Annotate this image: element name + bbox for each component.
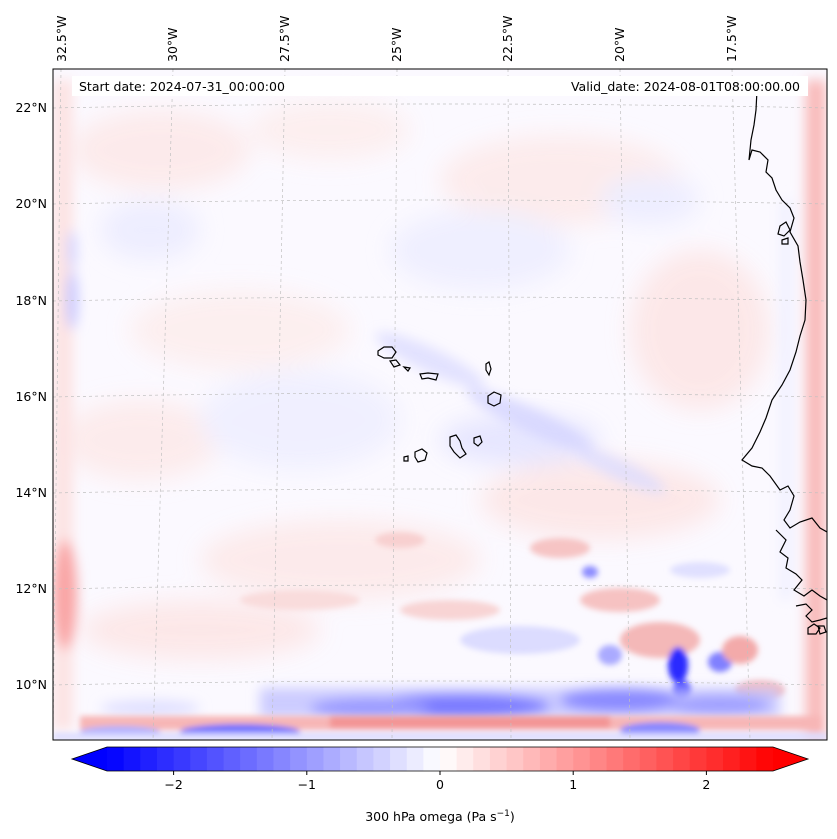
fogo	[414, 448, 428, 463]
map-frame	[52, 68, 828, 741]
lat-label: 20°N	[15, 196, 47, 211]
colorbar-segment	[190, 747, 208, 771]
boa-vista	[487, 391, 502, 407]
colorbar-segment	[689, 747, 707, 771]
colorbar-ticks: −2 −1 0 1 2	[164, 771, 710, 792]
colorbar-segment	[156, 747, 175, 771]
colorbar-segment	[706, 747, 724, 771]
colorbar-tick-label: −1	[298, 777, 316, 792]
colorbar-segment	[623, 747, 641, 771]
colorbar-segment	[523, 747, 541, 771]
colorbar-segment	[739, 747, 757, 771]
colorbar-segment	[323, 747, 341, 771]
lon-label: 32.5°W	[54, 16, 69, 62]
colorbar-segment	[306, 747, 324, 771]
sal	[485, 361, 492, 377]
colorbar-extend-min	[72, 747, 107, 771]
colorbar-segment	[107, 747, 125, 771]
colorbar-segment	[440, 747, 458, 771]
colorbar-segment	[539, 747, 558, 771]
colorbar-segment	[589, 747, 607, 771]
colorbar-segment	[240, 747, 258, 771]
colorbar-segment	[173, 747, 191, 771]
valid-date: Valid_date: 2024-08-01T08:00:00.00	[571, 79, 800, 94]
colorbar-segment	[290, 747, 308, 771]
colorbar-segment	[390, 747, 408, 771]
lat-label: 16°N	[15, 389, 47, 404]
colorbar-segment	[423, 747, 441, 771]
colorbar-segment	[256, 747, 274, 771]
coast-islets	[777, 221, 791, 245]
colorbar-segment	[206, 747, 225, 771]
lon-label: 17.5°W	[724, 16, 739, 62]
colorbar-segment	[723, 747, 741, 771]
sao-vicente	[388, 359, 402, 368]
colorbar-segment	[456, 747, 474, 771]
lat-label: 12°N	[15, 581, 47, 596]
colorbar-segment	[356, 747, 374, 771]
longitude-labels: 32.5°W 30°W 27.5°W 25°W 22.5°W 20°W 17.5…	[54, 16, 739, 62]
latitude-labels: 22°N 20°N 18°N 16°N 14°N 12°N 10°N	[15, 100, 47, 692]
colorbar-segment	[673, 747, 691, 771]
colorbar-segment	[223, 747, 241, 771]
lon-label: 30°W	[165, 27, 180, 62]
colorbar-segment	[639, 747, 657, 771]
colorbar-segment	[506, 747, 524, 771]
colorbar-segment	[573, 747, 591, 771]
colorbar-segment	[473, 747, 491, 771]
lat-label: 22°N	[15, 100, 47, 115]
colorbar-title: 300 hPa omega (Pa s−1)	[365, 809, 515, 824]
colorbar-extend-max	[773, 747, 808, 771]
lat-label: 18°N	[15, 293, 47, 308]
colorbar-segment	[123, 747, 141, 771]
lon-label: 20°W	[612, 27, 627, 62]
santiago	[449, 434, 467, 459]
colorbar-segments	[70, 746, 810, 772]
bijagos-islands	[807, 623, 827, 635]
omega-field	[53, 69, 827, 740]
santo-antao	[377, 346, 397, 359]
guinea-coast	[795, 603, 827, 623]
colorbar-segment	[606, 747, 624, 771]
colorbar-segment	[340, 747, 358, 771]
colorbar-tick-label: 2	[702, 777, 710, 792]
colorbar-segment	[373, 747, 391, 771]
lon-label: 22.5°W	[500, 16, 515, 62]
lon-label: 25°W	[389, 27, 404, 62]
lat-label: 10°N	[15, 677, 47, 692]
colorbar-tick-label: 1	[569, 777, 577, 792]
sao-nicolau	[419, 372, 439, 381]
colorbar-segment	[756, 747, 774, 771]
coastline	[377, 89, 827, 635]
brava	[403, 455, 409, 462]
start-date: Start date: 2024-07-31_00:00:00	[79, 79, 285, 94]
info-banner	[72, 76, 808, 96]
maio	[473, 435, 483, 447]
gridlines	[53, 69, 827, 740]
colorbar-segment	[406, 747, 424, 771]
colorbar-outline	[70, 746, 810, 772]
colorbar-tick-label: 0	[436, 777, 444, 792]
colorbar-segment	[556, 747, 574, 771]
colorbar-segment	[140, 747, 158, 771]
lat-label: 14°N	[15, 485, 47, 500]
colorbar-tick-label: −2	[164, 777, 182, 792]
africa-coast	[741, 89, 827, 533]
colorbar: −2 −1 0 1 2	[70, 746, 810, 792]
colorbar-segment	[656, 747, 674, 771]
lon-label: 27.5°W	[277, 16, 292, 62]
santa-luzia	[402, 366, 412, 372]
colorbar-segment	[489, 747, 508, 771]
colorbar-segment	[273, 747, 291, 771]
africa-coast-south	[775, 529, 827, 601]
